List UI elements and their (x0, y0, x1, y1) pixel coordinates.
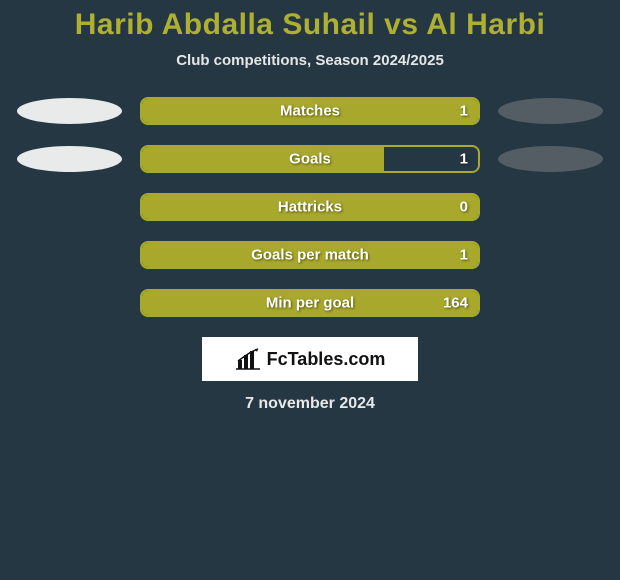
brand-name: FcTables.com (267, 349, 386, 370)
stat-label: Min per goal (266, 295, 354, 312)
page-title: Harib Abdalla Suhail vs Al Harbi (0, 8, 620, 42)
stat-row: Matches 1 (0, 97, 620, 125)
stat-value: 0 (460, 199, 468, 216)
stat-bar: Hattricks 0 (140, 193, 480, 221)
player-left-marker (17, 146, 122, 172)
stat-value: 164 (443, 295, 468, 312)
page-subtitle: Club competitions, Season 2024/2025 (0, 52, 620, 69)
stat-value: 1 (460, 151, 468, 168)
stat-row: Min per goal 164 (0, 289, 620, 317)
player-right-marker (498, 146, 603, 172)
player-right-marker (498, 290, 603, 316)
stat-label: Goals per match (251, 247, 369, 264)
bar-chart-icon (235, 348, 261, 370)
player-left-marker (17, 242, 122, 268)
player-left-marker (17, 290, 122, 316)
stat-value: 1 (460, 103, 468, 120)
stat-label: Matches (280, 103, 340, 120)
stat-bar: Goals 1 (140, 145, 480, 173)
player-left-marker (17, 98, 122, 124)
player-left-marker (17, 194, 122, 220)
brand-logo: FcTables.com (202, 337, 418, 381)
stat-label: Hattricks (278, 199, 342, 216)
stat-row: Goals per match 1 (0, 241, 620, 269)
stat-row: Goals 1 (0, 145, 620, 173)
stat-value: 1 (460, 247, 468, 264)
snapshot-date: 7 november 2024 (0, 395, 620, 413)
stat-label: Goals (289, 151, 331, 168)
player-right-marker (498, 242, 603, 268)
comparison-card: Harib Abdalla Suhail vs Al Harbi Club co… (0, 0, 620, 413)
stat-bar-fill (142, 147, 384, 171)
stat-bars: Matches 1 Goals 1 Hattricks 0 Goals per match 1… (0, 97, 620, 317)
stat-bar: Goals per match 1 (140, 241, 480, 269)
player-right-marker (498, 194, 603, 220)
stat-bar: Min per goal 164 (140, 289, 480, 317)
stat-bar: Matches 1 (140, 97, 480, 125)
stat-row: Hattricks 0 (0, 193, 620, 221)
player-right-marker (498, 98, 603, 124)
